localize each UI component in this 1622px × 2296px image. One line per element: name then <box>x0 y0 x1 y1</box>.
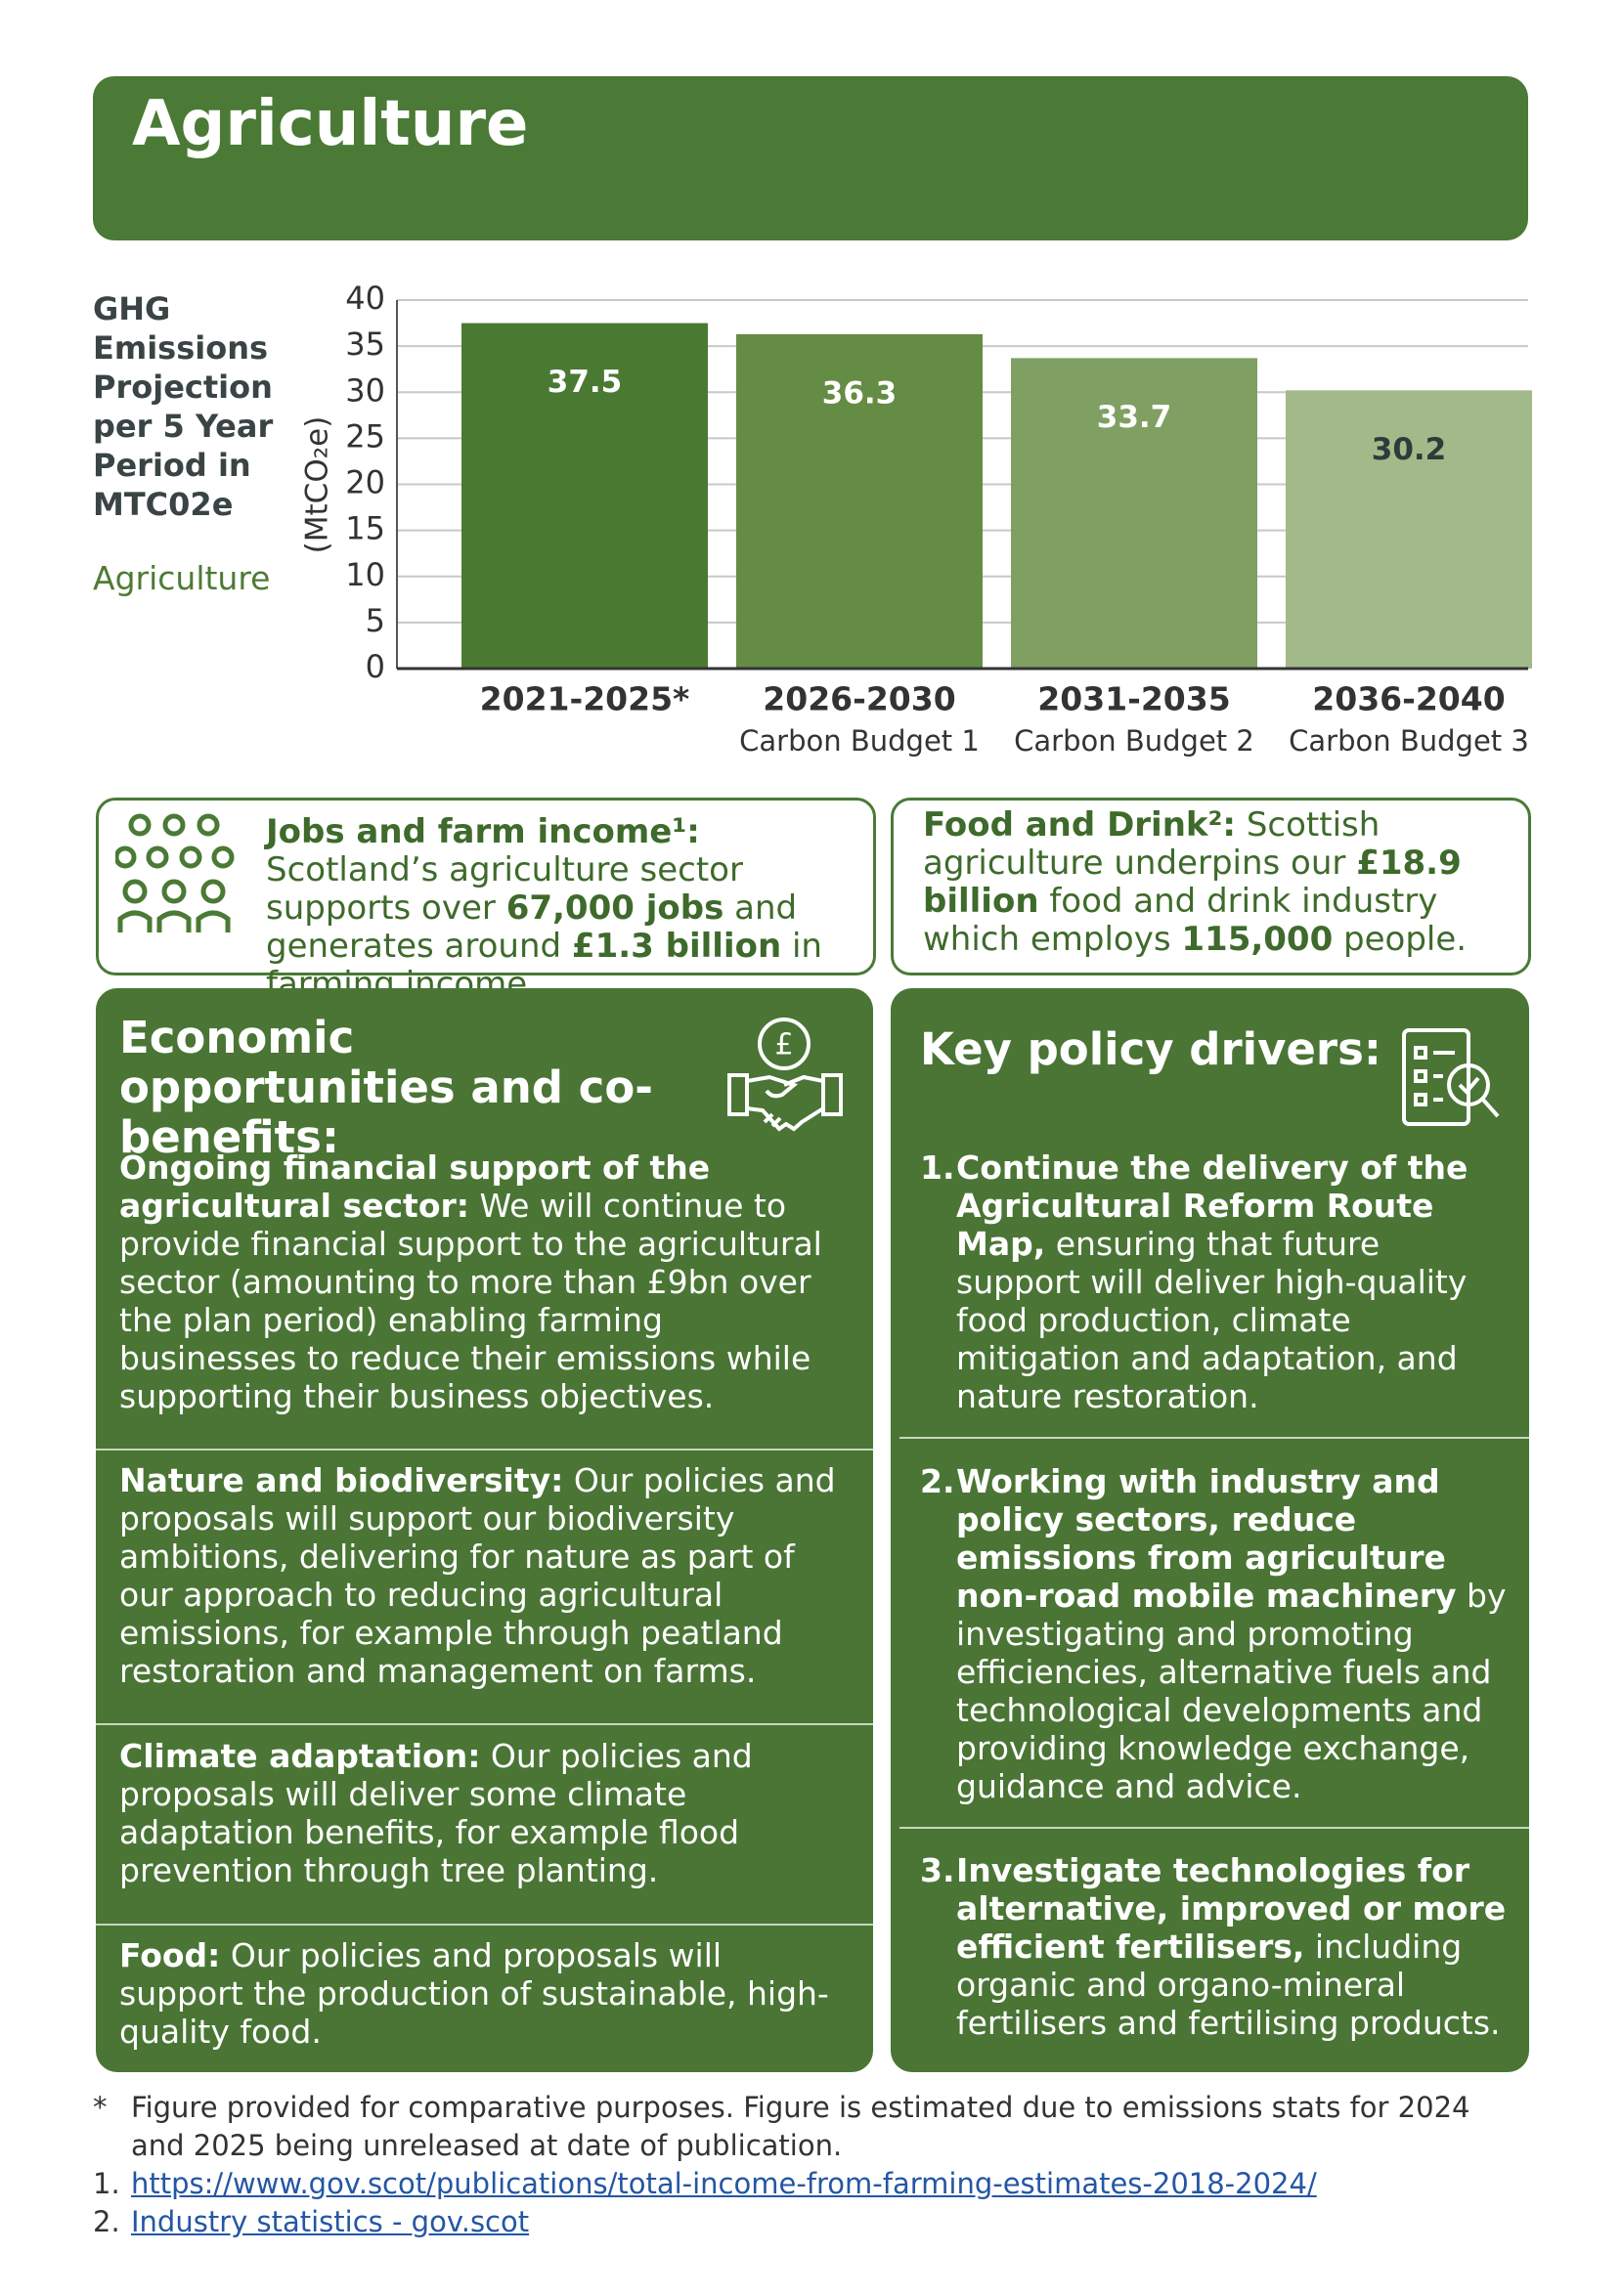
bold-text: 115,000 <box>1181 920 1334 959</box>
page-title: Agriculture <box>132 88 529 160</box>
policy-panel <box>891 988 1529 2072</box>
divider <box>899 1437 1529 1439</box>
section-text: Food: Our policies and proposals will su… <box>119 1936 848 2051</box>
bold-text: £1.3 billion <box>571 927 782 966</box>
item-number: 1. <box>920 1148 955 1187</box>
section-text: Climate adaptation: Our policies and pro… <box>119 1737 848 1889</box>
text: ensuring that future support will delive… <box>956 1225 1468 1415</box>
text: Our policies and proposals will support … <box>119 1461 836 1690</box>
bold-text: Nature and biodiversity: <box>119 1461 564 1499</box>
info-text: Food and Drink²: Scottish agriculture un… <box>923 806 1490 959</box>
footnote: Figure provided for comparative purposes… <box>131 2089 1519 2165</box>
panel-title: Key policy drivers: <box>920 1023 1381 1075</box>
divider <box>899 1827 1529 1829</box>
category-note: Carbon Budget 3 <box>1289 724 1529 758</box>
footnote-marker: 2. <box>93 2205 120 2238</box>
footnote: https://www.gov.scot/publications/total-… <box>131 2165 1519 2203</box>
item-text: Working with industry and policy sectors… <box>956 1462 1509 1805</box>
item-number: 2. <box>920 1462 955 1500</box>
text: by investigating and promoting efficienc… <box>956 1577 1507 1805</box>
footnote-link[interactable]: Industry statistics - gov.scot <box>131 2205 530 2238</box>
y-tick-label: 40 <box>345 280 385 317</box>
bar <box>1011 358 1257 669</box>
y-tick-label: 35 <box>345 325 385 363</box>
chart: (MtCO₂e) 0 5 10 15 20 25 30 35 40 37.5 2021-2025* 3… <box>300 280 1532 758</box>
value-label: 30.2 <box>1372 432 1447 467</box>
text: people. <box>1333 920 1468 959</box>
bar <box>1286 390 1532 669</box>
category-note: Carbon Budget 1 <box>739 724 980 758</box>
text: and generates around <box>266 888 798 966</box>
pound-handshake-icon: £ <box>727 1018 843 1132</box>
y-axis-label: (MtCO₂e) <box>300 416 335 554</box>
y-tick-label: 15 <box>345 510 385 547</box>
y-tick-label: 20 <box>345 464 385 501</box>
bold-text: Ongoing financial support of the agricul… <box>119 1148 711 1225</box>
economic-panel <box>96 988 873 2072</box>
value-label: 33.7 <box>1097 400 1172 435</box>
x-tick-label: 2031-2035 <box>1037 680 1230 718</box>
bold-text: Climate adaptation: <box>119 1737 481 1775</box>
text: Scotland’s agriculture sector supports o… <box>266 850 743 928</box>
header-band <box>93 76 1528 240</box>
checklist-icon <box>1402 1028 1500 1126</box>
info-box <box>96 798 876 975</box>
text: Our policies and proposals will deliver … <box>119 1737 753 1889</box>
y-tick-label: 10 <box>345 556 385 593</box>
text: including organic and organo-mineral fer… <box>956 1928 1501 2042</box>
info-text: Jobs and farm income¹: Scotland’s agricu… <box>266 813 853 1004</box>
divider <box>96 1449 873 1451</box>
svg-text:£: £ <box>774 1028 793 1062</box>
bold-text: Jobs and farm income¹: <box>266 812 700 851</box>
value-label: 37.5 <box>548 365 623 400</box>
x-tick-label: 2021-2025* <box>480 680 690 718</box>
bold-text: Continue the delivery of the Agricultura… <box>956 1148 1469 1263</box>
section-text: Ongoing financial support of the agricul… <box>119 1148 848 1415</box>
chart-subtitle: Agriculture <box>93 559 271 597</box>
text: We will continue to provide financial su… <box>119 1187 822 1415</box>
bold-text: £18.9 billion <box>923 844 1462 921</box>
item-text: Continue the delivery of the Agricultura… <box>956 1148 1509 1415</box>
bold-text: Food and Drink²: <box>923 805 1237 845</box>
y-tick-label: 25 <box>345 417 385 455</box>
info-box <box>891 798 1531 975</box>
y-tick-label: 5 <box>366 602 385 639</box>
y-tick-label: 30 <box>345 371 385 409</box>
x-tick-label: 2036-2040 <box>1312 680 1505 718</box>
footnote-marker: * <box>93 2091 108 2124</box>
bar <box>736 333 983 669</box>
text: food and drink industry which employs <box>923 882 1438 959</box>
category-note: Carbon Budget 2 <box>1014 724 1254 758</box>
bold-text: Working with industry and policy sectors… <box>956 1462 1457 1615</box>
section-text: Nature and biodiversity: Our policies an… <box>119 1461 848 1690</box>
bold-text: Food: <box>119 1936 221 1974</box>
y-tick-label: 0 <box>366 648 385 685</box>
footnote-text: Figure provided for comparative purposes… <box>131 2091 1470 2162</box>
chart-title: GHG Emissions Projection per 5 Year Peri… <box>93 290 274 523</box>
footnote: Industry statistics - gov.scot <box>131 2203 1519 2241</box>
people-icon <box>115 813 235 932</box>
value-label: 36.3 <box>822 375 898 411</box>
bold-text: 67,000 jobs <box>505 888 724 928</box>
item-text: Investigate technologies for alternative… <box>956 1851 1509 2042</box>
divider <box>96 1924 873 1926</box>
bold-text: Investigate technologies for alternative… <box>956 1851 1507 1966</box>
x-tick-label: 2026-2030 <box>763 680 955 718</box>
text: Our policies and proposals will support … <box>119 1936 829 2051</box>
item-number: 3. <box>920 1851 955 1889</box>
text: Scottish agriculture underpins our <box>923 805 1381 883</box>
divider <box>96 1723 873 1725</box>
footnote-link[interactable]: https://www.gov.scot/publications/total-… <box>131 2167 1317 2200</box>
panel-title: Economic opportunities and co-benefits: <box>119 1012 653 1163</box>
bar <box>461 323 708 669</box>
footnote-marker: 1. <box>93 2167 120 2200</box>
